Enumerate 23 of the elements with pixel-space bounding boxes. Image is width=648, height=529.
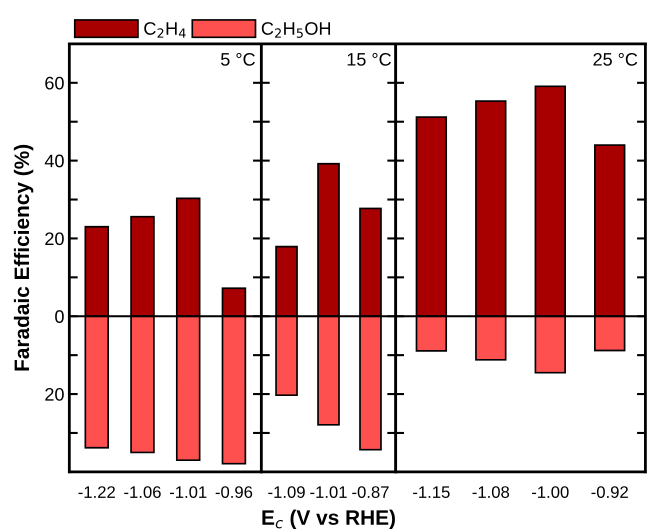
legend-label: C$_{2}$H$_{4}$: [144, 22, 186, 38]
x-tick-label: -1.01: [170, 486, 206, 498]
y-tick-label: 20: [45, 232, 64, 246]
x-tick-label: -0.92: [591, 486, 628, 498]
x-tick-label: -1.01: [310, 486, 347, 498]
legend-label: C$_{2}$H$_{5}$OH: [262, 22, 330, 38]
x-tick-label: -1.06: [124, 486, 161, 498]
annotation: 25 °C: [593, 52, 638, 66]
x-tick-label: -1.08: [472, 486, 510, 498]
y-axis-title: Faradaic Efficiency (%): [14, 144, 34, 371]
annotation: 5 °C: [221, 52, 255, 66]
x-tick-label: -1.00: [532, 486, 569, 498]
x-axis-title: E$_{c}$ (V vs RHE): [262, 510, 395, 529]
y-tick-label: 40: [44, 154, 64, 168]
y-tick-label: 20: [45, 388, 64, 401]
x-tick-label: -1.22: [78, 486, 115, 498]
annotation: 15 °C: [348, 52, 391, 66]
x-tick-label: -0.87: [352, 486, 389, 498]
y-tick-label: 0: [55, 310, 64, 323]
y-tick-label: 60: [45, 76, 64, 90]
x-tick-label: -0.96: [216, 486, 252, 498]
x-tick-label: -1.15: [413, 486, 450, 498]
x-tick-label: -1.09: [268, 486, 305, 498]
